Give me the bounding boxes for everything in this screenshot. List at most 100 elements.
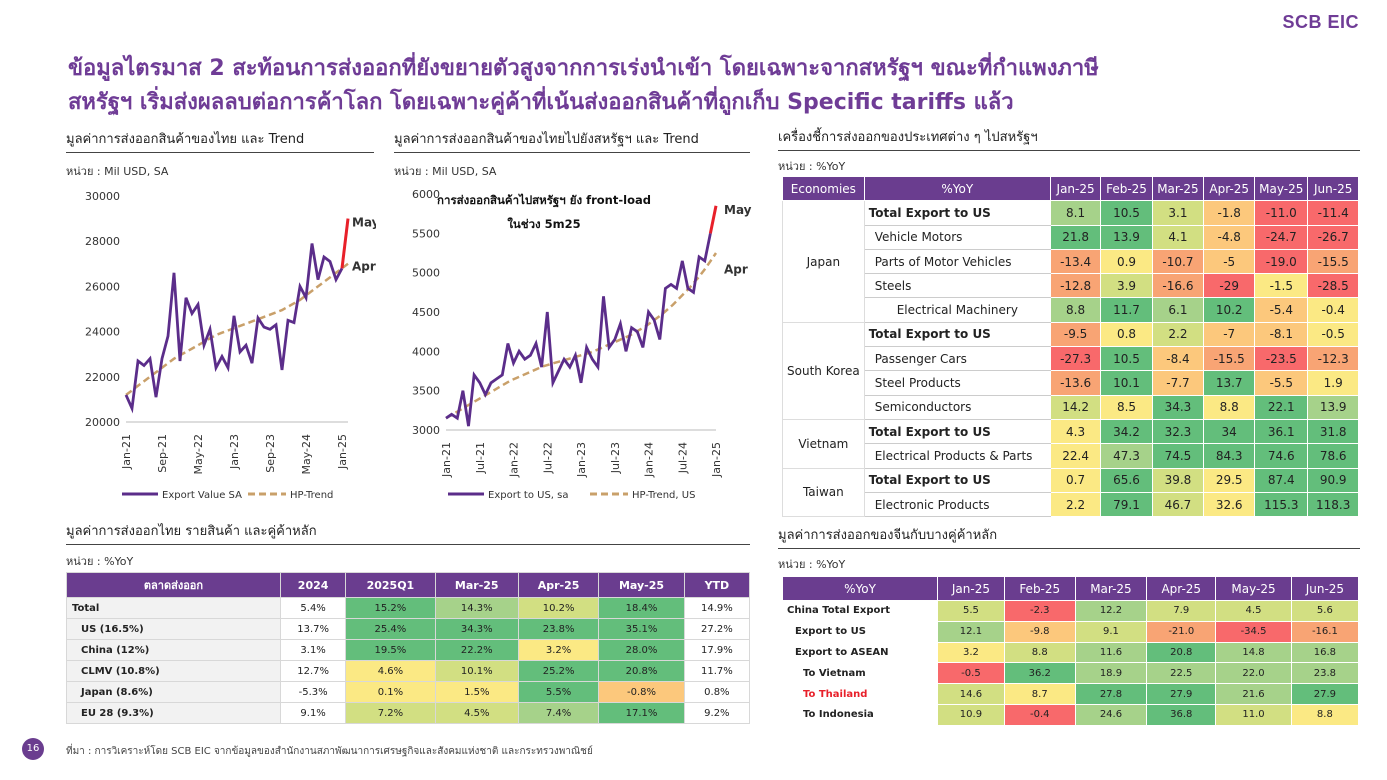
y-tick-label: 4000 [412, 345, 440, 358]
value-cell: 7.4% [517, 702, 600, 724]
value-cell: -0.8% [598, 681, 685, 703]
value-cell: 23.8 [1290, 662, 1360, 685]
value-cell: 9.1% [279, 702, 347, 724]
panel3-unit: หน่วย : %YoY [778, 160, 846, 173]
value-cell: -11.0 [1254, 200, 1309, 226]
row-label: To Thailand [782, 683, 938, 705]
value-cell: 74.5 [1151, 443, 1205, 469]
item-label: Semiconductors [863, 394, 1051, 420]
value-cell: -11.4 [1307, 200, 1359, 226]
value-cell: 4.3 [1049, 418, 1102, 445]
value-cell: 14.3% [434, 597, 519, 619]
table-row: Electronic Products 2.2 79.1 46.7 32.6 115.3 1… [783, 491, 1359, 518]
value-cell: 2.2 [1151, 321, 1205, 348]
value-cell: 79.1 [1100, 491, 1153, 518]
value-cell: 35.1% [598, 618, 685, 640]
value-cell: 5.6 [1290, 600, 1360, 622]
value-cell: -0.4 [1307, 297, 1359, 323]
table-row: China Total Export 5.5 -2.3 12.2 7.9 4.5 5.6 [782, 600, 1360, 622]
value-cell: -24.7 [1254, 224, 1309, 250]
value-cell: 10.5 [1100, 200, 1153, 226]
item-label: Total Export to US [863, 200, 1051, 226]
value-cell: 4.5 [1215, 600, 1292, 622]
table-row: To Indonesia 10.9 -0.4 24.6 36.8 11.0 8.8 [782, 703, 1360, 726]
x-tick-label: Jan-24 [643, 442, 656, 478]
row-label: Export to US [782, 620, 938, 643]
market-label: Japan (8.6%) [66, 681, 281, 703]
item-label: Steel Products [863, 370, 1051, 396]
panel2-heading: มูลค่าการส่งออกสินค้าของไทยไปยังสหรัฐฯ แ… [394, 128, 750, 153]
column-header: %YoY [782, 576, 938, 601]
y-tick-label: 3500 [412, 385, 440, 398]
value-cell: -21.0 [1146, 620, 1217, 643]
market-label: China (12%) [66, 639, 281, 661]
y-tick-label: 4500 [412, 306, 440, 319]
item-label: Vehicle Motors [863, 224, 1051, 250]
economy-label: Taiwan [782, 467, 865, 518]
value-cell: 87.4 [1254, 467, 1309, 493]
x-tick-label: Sep-23 [264, 434, 277, 473]
column-header: May-25 [598, 572, 685, 598]
value-cell: 22.0 [1215, 662, 1292, 685]
value-cell: 21.6 [1215, 683, 1292, 705]
market-label: EU 28 (9.3%) [66, 702, 281, 724]
table-row: South Korea Total Export to US -9.5 0.8 2.2-… [782, 321, 1359, 420]
y-tick-label: 20000 [85, 416, 120, 429]
value-cell: 7.9 [1146, 600, 1217, 622]
value-cell: 13.7 [1203, 370, 1256, 396]
table-row: Steels -12.8 3.9 -16.6 -29 -1.5 -28.5 [783, 273, 1359, 299]
value-cell: 10.1 [1100, 370, 1153, 396]
value-cell: 14.9% [683, 597, 751, 619]
value-cell: 84.3 [1203, 443, 1256, 469]
panel2-unit: หน่วย : Mil USD, SA [394, 165, 497, 178]
title-line-2: สหรัฐฯ เริ่มส่งผลลบต่อการค้าโลก โดยเฉพาะ… [68, 90, 1014, 115]
page-title: ข้อมูลไตรมาส 2 สะท้อนการส่งออกที่ยังขยาย… [68, 52, 1358, 120]
callout-line-1: การส่งออกสินค้าไปสหรัฐฯ ยัง front-load [437, 193, 651, 208]
value-cell: 22.2% [434, 639, 519, 661]
table-row: US (16.5%) 13.7% 25.4% 34.3% 23.8% 35.1% 27.2% [66, 618, 751, 640]
source-note: ที่มา : การวิเคราะห์โดย SCB EIC จากข้อมู… [66, 746, 593, 757]
value-cell: -23.5 [1254, 346, 1309, 372]
value-cell: 14.8 [1215, 641, 1292, 664]
value-cell: 3.1% [279, 639, 347, 661]
value-cell: -8.4 [1151, 346, 1205, 372]
value-cell: 0.8 [1100, 321, 1153, 348]
value-cell: 25.2% [517, 660, 600, 682]
table-row: Japan (8.6%) -5.3% 0.1% 1.5% 5.5% -0.8% 0.8% [66, 681, 751, 703]
value-cell: 0.9 [1100, 248, 1153, 275]
table-row: EU 28 (9.3%) 9.1% 7.2% 4.5% 7.4% 17.1% 9.2% [66, 702, 751, 724]
item-label: Electrical Machinery [863, 297, 1051, 323]
value-cell: 20.8% [598, 660, 685, 682]
row-label: China Total Export [782, 600, 938, 622]
panel5-unit: หน่วย : %YoY [778, 558, 846, 571]
value-cell: 10.2 [1203, 297, 1256, 323]
column-header: Mar-25 [434, 572, 519, 598]
value-cell: -8.1 [1254, 321, 1309, 348]
value-cell: 18.4% [598, 597, 685, 619]
item-label: Total Export to US [863, 467, 1051, 493]
annotation-may: May [724, 203, 752, 217]
china-export-table: %YoY Jan-25 Feb-25 Mar-25 Apr-25 May-25 Jun-25… [782, 576, 1360, 726]
column-header: May-25 [1215, 576, 1292, 601]
value-cell: -19.0 [1254, 248, 1309, 275]
value-cell: -15.5 [1203, 346, 1256, 372]
value-cell: 0.7 [1049, 467, 1102, 493]
value-cell: 11.7% [683, 660, 751, 682]
item-label: Steels [863, 273, 1051, 299]
x-tick-label: May-22 [192, 434, 205, 475]
value-cell: -5.3% [279, 681, 347, 703]
market-label: Total [66, 597, 281, 619]
column-header: Feb-25 [1003, 576, 1076, 601]
x-tick-label: Jul-22 [541, 442, 554, 474]
column-header: Jan-25 [937, 576, 1005, 601]
x-tick-label: Jan-21 [440, 442, 453, 478]
value-cell: 12.7% [279, 660, 347, 682]
y-tick-label: 26000 [85, 280, 120, 293]
x-tick-label: Jan-21 [120, 434, 133, 470]
row-label: To Vietnam [782, 662, 938, 685]
value-cell: -29 [1203, 273, 1256, 299]
value-cell: 22.5 [1146, 662, 1217, 685]
value-cell: 25.4% [345, 618, 436, 640]
item-label: Passenger Cars [863, 346, 1051, 372]
